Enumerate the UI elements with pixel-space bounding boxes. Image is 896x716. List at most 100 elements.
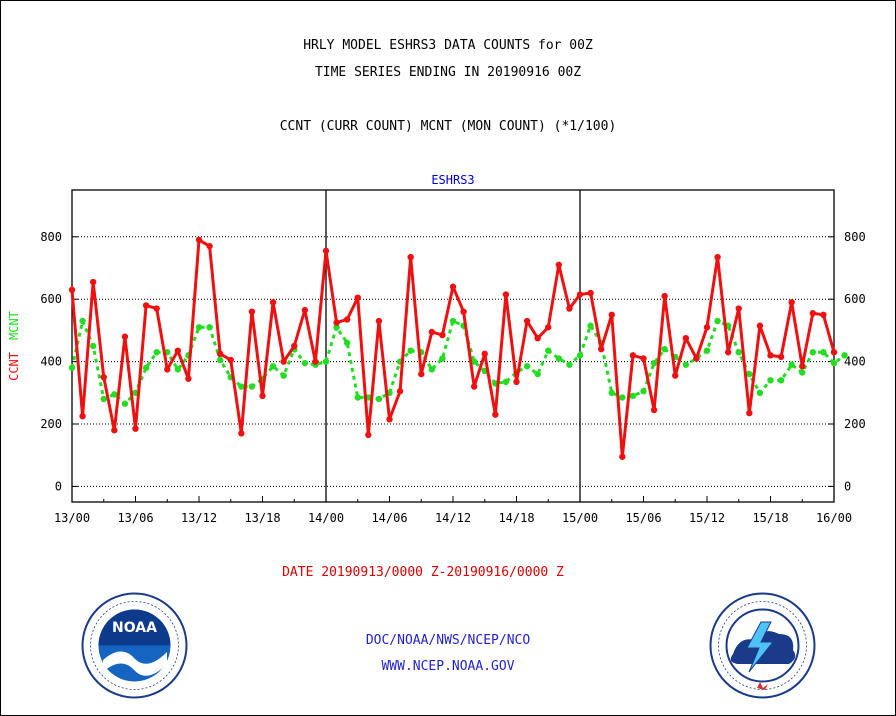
- data-point-mcnt: [820, 349, 827, 356]
- data-point-ccnt: [439, 331, 446, 339]
- data-point-mcnt: [470, 358, 478, 365]
- y-tick-label-left: 600: [40, 292, 62, 306]
- noaa-logo-text: NOAA: [112, 620, 157, 636]
- data-point-mcnt: [746, 370, 753, 378]
- data-point-mcnt: [439, 355, 446, 362]
- data-point-mcnt: [534, 370, 541, 378]
- y-axis-label: CCNT MCNT: [7, 311, 21, 381]
- y-tick-label-left: 400: [40, 355, 62, 369]
- data-point-ccnt: [280, 358, 287, 365]
- data-point-mcnt: [767, 377, 774, 384]
- data-point-ccnt: [79, 413, 86, 420]
- data-point-ccnt: [407, 253, 414, 261]
- data-point-ccnt: [259, 392, 266, 400]
- data-point-mcnt: [587, 322, 594, 329]
- data-point-mcnt: [89, 342, 97, 350]
- data-point-ccnt: [534, 335, 541, 342]
- noaa-logo: NOAA: [81, 592, 188, 699]
- data-point-ccnt: [89, 278, 97, 286]
- data-point-mcnt: [248, 383, 256, 390]
- data-point-ccnt: [513, 378, 520, 386]
- data-point-ccnt: [333, 319, 340, 326]
- data-point-ccnt: [291, 342, 298, 350]
- data-point-ccnt: [650, 406, 658, 414]
- y-tick-label-right: 600: [844, 292, 866, 306]
- data-point-mcnt: [269, 363, 277, 370]
- data-point-mcnt: [79, 317, 86, 325]
- data-point-mcnt: [756, 389, 764, 396]
- data-point-ccnt: [724, 349, 732, 356]
- data-point-ccnt: [502, 291, 510, 298]
- data-point-mcnt: [682, 361, 690, 368]
- x-tick-label: 15/12: [689, 511, 725, 525]
- data-point-mcnt: [777, 377, 785, 384]
- data-point-mcnt: [206, 324, 213, 331]
- series-line-mcnt: [70, 316, 846, 406]
- org-label: DOC/NOAA/NWS/NCEP/NCO: [365, 633, 531, 648]
- data-point-ccnt: [799, 363, 806, 370]
- data-point-mcnt: [809, 349, 817, 356]
- data-point-mcnt: [714, 317, 721, 325]
- y-tick-label-right: 200: [844, 417, 866, 431]
- data-point-mcnt: [735, 349, 742, 356]
- data-point-ccnt: [640, 355, 647, 362]
- data-point-mcnt: [650, 359, 658, 367]
- data-point-ccnt: [343, 316, 351, 323]
- data-point-ccnt: [703, 324, 711, 331]
- data-point-ccnt: [566, 305, 573, 312]
- y-tick-label-right: 800: [844, 230, 866, 244]
- data-point-ccnt: [153, 305, 160, 312]
- data-point-ccnt: [777, 353, 785, 361]
- data-point-ccnt: [481, 350, 488, 357]
- date-range-label: DATE 20190913/0000 Z-20190916/0000 Z: [282, 565, 564, 580]
- data-point-mcnt: [111, 391, 118, 398]
- data-point-ccnt: [629, 352, 637, 359]
- data-point-ccnt: [449, 283, 457, 290]
- chart-title-line-1: HRLY MODEL ESHRS3 DATA COUNTS for 00Z: [303, 38, 593, 53]
- data-point-ccnt: [470, 383, 478, 390]
- data-point-ccnt: [714, 253, 721, 261]
- data-point-ccnt: [375, 317, 383, 325]
- data-point-mcnt: [576, 352, 584, 359]
- data-point-mcnt: [153, 349, 160, 356]
- data-point-mcnt: [523, 363, 531, 370]
- data-point-ccnt: [121, 333, 129, 340]
- y-axis-label-mcnt: MCNT: [7, 311, 21, 340]
- x-tick-label: 15/06: [625, 511, 661, 525]
- y-tick-label-left: 0: [55, 479, 62, 493]
- data-point-mcnt: [301, 359, 309, 367]
- x-tick-label: 14/00: [308, 511, 344, 525]
- data-point-ccnt: [248, 308, 256, 315]
- data-point-mcnt: [449, 317, 457, 325]
- data-point-ccnt: [619, 453, 626, 460]
- x-tick-label: 16/00: [816, 511, 852, 525]
- data-point-mcnt: [100, 395, 107, 403]
- data-point-ccnt: [809, 310, 817, 317]
- y-tick-label-right: 400: [844, 355, 866, 369]
- data-point-ccnt: [460, 308, 467, 315]
- data-point-ccnt: [111, 427, 118, 434]
- data-point-mcnt: [238, 383, 245, 390]
- data-point-mcnt: [428, 366, 436, 373]
- x-tick-label: 13/12: [181, 511, 217, 525]
- x-tick-label: 14/06: [371, 511, 407, 525]
- data-point-mcnt: [195, 324, 203, 331]
- data-point-ccnt: [597, 345, 605, 353]
- data-point-ccnt: [830, 349, 838, 356]
- data-point-ccnt: [216, 350, 224, 357]
- data-point-ccnt: [746, 409, 753, 417]
- data-point-ccnt: [693, 355, 700, 362]
- x-tick-label: 14/12: [435, 511, 471, 525]
- data-point-mcnt: [174, 366, 182, 373]
- data-point-mcnt: [142, 364, 150, 372]
- data-point-mcnt: [407, 347, 414, 354]
- data-point-ccnt: [576, 291, 584, 298]
- data-point-ccnt: [555, 261, 563, 269]
- data-point-ccnt: [312, 358, 319, 365]
- website-link[interactable]: WWW.NCEP.NOAA.GOV: [381, 659, 515, 674]
- data-point-mcnt: [799, 369, 806, 376]
- nws-logo: [709, 592, 816, 699]
- data-point-ccnt: [788, 299, 795, 306]
- data-point-ccnt: [608, 311, 615, 318]
